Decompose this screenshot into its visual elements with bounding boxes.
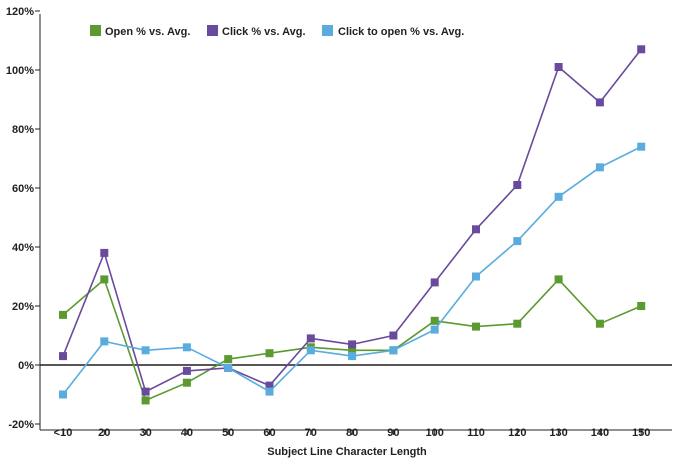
legend-item: Open % vs. Avg. — [90, 25, 190, 38]
y-tick-label: 100% — [6, 65, 34, 77]
x-tick-label: 120 — [508, 427, 526, 439]
data-point — [100, 248, 109, 257]
x-axis-title: Subject Line Character Length — [267, 446, 427, 458]
y-tick-label: 60% — [12, 183, 34, 195]
y-axis: 120% 100% 80% 60% 40% 20% 0% -20% — [6, 6, 41, 431]
series-1 — [59, 275, 646, 405]
data-point — [595, 319, 604, 328]
data-point — [389, 331, 398, 340]
data-point — [513, 181, 522, 189]
data-point — [472, 322, 480, 331]
legend-swatch — [322, 25, 333, 36]
data-point — [348, 340, 357, 349]
x-tick-label: 40 — [181, 427, 193, 439]
x-axis: <10 20 30 40 50 60 70 80 90 100 110 120 130 140 150 — [40, 364, 672, 439]
data-point — [59, 310, 67, 319]
data-point — [100, 337, 109, 346]
y-tick-label: 20% — [12, 301, 34, 313]
x-tick-label: 60 — [263, 427, 275, 439]
data-point — [430, 316, 439, 325]
data-point — [348, 352, 357, 361]
legend-swatch — [90, 25, 101, 36]
y-tick-label: 120% — [6, 6, 34, 18]
series-2 — [59, 45, 646, 396]
y-tick-label: 40% — [12, 242, 34, 254]
legend: Open % vs. Avg. Click % vs. Avg. Click to … — [90, 25, 464, 38]
series-3 — [59, 142, 646, 399]
data-point — [389, 346, 398, 355]
x-tick-label: 30 — [139, 427, 151, 439]
x-tick-label: 20 — [98, 427, 110, 439]
series-layer — [59, 45, 646, 405]
data-point — [637, 142, 646, 151]
series-line — [62, 48, 642, 393]
x-tick-label: 130 — [549, 427, 567, 439]
x-tick-label: 90 — [387, 427, 399, 439]
data-point — [554, 63, 563, 71]
x-tick-label: <10 — [54, 427, 73, 439]
y-tick-label: -20% — [8, 419, 34, 431]
x-tick-label: 80 — [346, 427, 358, 439]
legend-label: Open % vs. Avg. — [105, 26, 190, 38]
series-line — [62, 278, 642, 402]
y-tick-label: 80% — [12, 124, 34, 136]
data-point — [265, 349, 274, 358]
legend-item: Click to open % vs. Avg. — [322, 25, 464, 38]
data-point — [141, 387, 150, 396]
data-point — [513, 319, 522, 328]
data-point — [306, 346, 315, 355]
data-point — [554, 275, 563, 284]
data-point — [182, 343, 191, 352]
data-point — [430, 278, 439, 287]
data-point — [472, 225, 480, 234]
data-point — [637, 302, 646, 310]
data-point — [265, 387, 274, 396]
data-point — [306, 334, 315, 343]
x-tick-label: 50 — [222, 427, 234, 439]
data-point — [472, 272, 480, 281]
data-point — [59, 390, 67, 399]
x-tick-label: 100 — [426, 427, 444, 439]
legend-item: Click % vs. Avg. — [207, 25, 306, 38]
data-point — [224, 363, 233, 372]
data-point — [265, 381, 274, 390]
data-point — [141, 396, 150, 405]
x-tick-label: 70 — [305, 427, 317, 439]
data-point — [554, 192, 563, 201]
data-point — [595, 163, 604, 172]
x-tick-label: 110 — [467, 427, 485, 439]
data-point — [430, 325, 439, 334]
legend-label: Click % vs. Avg. — [222, 26, 306, 38]
data-point — [59, 352, 67, 361]
data-point — [595, 98, 604, 107]
data-point — [100, 275, 109, 284]
data-point — [141, 346, 150, 355]
x-tick-label: 150 — [632, 427, 650, 439]
legend-label: Click to open % vs. Avg. — [338, 26, 464, 38]
x-tick-label: 140 — [591, 427, 609, 439]
data-point — [513, 237, 522, 246]
data-point — [182, 378, 191, 387]
legend-swatch — [207, 25, 218, 36]
data-point — [637, 45, 646, 54]
data-point — [224, 355, 233, 364]
data-point — [348, 346, 357, 355]
y-tick-label: 0% — [18, 360, 34, 372]
data-point — [182, 366, 191, 375]
